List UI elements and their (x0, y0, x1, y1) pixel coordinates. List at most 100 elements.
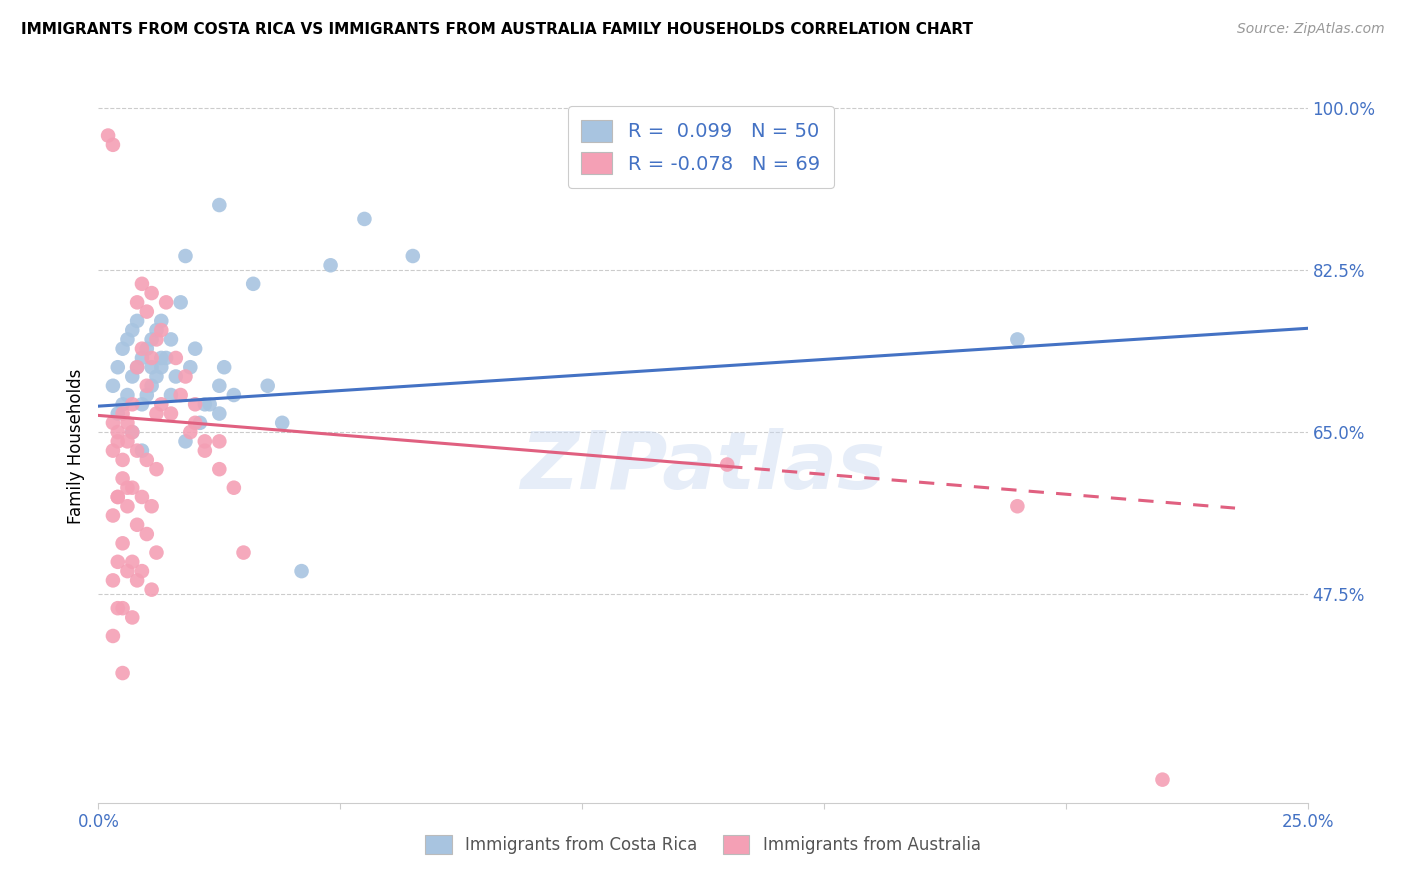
Point (101, 443, 124, 458)
Point (111, 453, 134, 467)
Point (101, 378, 124, 392)
Point (1007, 333, 1029, 347)
Point (165, 369, 187, 384)
Point (184, 342, 207, 356)
Point (188, 416, 211, 430)
Point (353, 211, 375, 226)
Point (179, 360, 201, 375)
Point (101, 137, 124, 152)
Point (135, 342, 157, 356)
Point (107, 490, 129, 504)
Point (208, 434, 231, 449)
Point (222, 481, 245, 495)
Point (111, 407, 134, 421)
Point (145, 369, 167, 384)
Point (145, 407, 167, 421)
Point (145, 333, 167, 347)
Point (150, 397, 173, 411)
Point (271, 416, 294, 430)
Point (155, 351, 177, 365)
Point (141, 500, 163, 514)
Point (198, 397, 221, 411)
Point (111, 536, 134, 550)
Point (155, 295, 177, 310)
Point (117, 500, 139, 514)
Point (256, 378, 278, 392)
Point (107, 490, 129, 504)
Point (131, 490, 153, 504)
Point (117, 434, 139, 449)
Point (160, 388, 183, 402)
Point (169, 295, 191, 310)
Text: Source: ZipAtlas.com: Source: ZipAtlas.com (1237, 22, 1385, 37)
Point (402, 249, 425, 263)
Point (208, 462, 231, 476)
Point (121, 610, 143, 624)
Y-axis label: Family Households: Family Households (66, 368, 84, 524)
Point (141, 351, 163, 365)
Point (208, 378, 231, 392)
Point (121, 481, 143, 495)
Point (107, 555, 129, 569)
Point (131, 397, 153, 411)
Point (716, 458, 738, 472)
Point (127, 295, 149, 310)
Point (101, 508, 124, 523)
Point (290, 564, 312, 578)
Point (107, 425, 129, 439)
Point (101, 629, 124, 643)
Point (131, 277, 153, 291)
Point (111, 471, 134, 485)
Point (174, 434, 197, 449)
Point (150, 314, 173, 328)
Point (131, 342, 153, 356)
Point (179, 425, 201, 439)
Point (135, 388, 157, 402)
Point (145, 323, 167, 337)
Point (127, 517, 149, 532)
Point (127, 443, 149, 458)
Point (107, 360, 129, 375)
Point (145, 545, 167, 559)
Point (121, 323, 143, 337)
Point (174, 369, 197, 384)
Point (121, 555, 143, 569)
Point (135, 527, 157, 541)
Text: ZIPatlas: ZIPatlas (520, 428, 886, 507)
Point (117, 564, 139, 578)
Text: IMMIGRANTS FROM COSTA RICA VS IMMIGRANTS FROM AUSTRALIA FAMILY HOUSEHOLDS CORREL: IMMIGRANTS FROM COSTA RICA VS IMMIGRANTS… (21, 22, 973, 37)
Point (127, 574, 149, 588)
Point (141, 286, 163, 301)
Point (107, 434, 129, 449)
Point (121, 425, 143, 439)
Point (135, 304, 157, 318)
Point (135, 378, 157, 392)
Point (131, 443, 153, 458)
Point (169, 388, 191, 402)
Point (97, 128, 120, 143)
Point (165, 351, 187, 365)
Point (141, 582, 163, 597)
Point (212, 360, 235, 375)
Point (319, 258, 342, 272)
Point (131, 351, 153, 365)
Point (127, 360, 149, 375)
Point (135, 453, 157, 467)
Point (141, 378, 163, 392)
Point (141, 333, 163, 347)
Point (101, 416, 124, 430)
Point (121, 369, 143, 384)
Point (101, 574, 124, 588)
Point (121, 397, 143, 411)
Point (184, 416, 207, 430)
Point (1152, 772, 1174, 787)
Point (111, 397, 134, 411)
Legend: Immigrants from Costa Rica, Immigrants from Australia: Immigrants from Costa Rica, Immigrants f… (418, 826, 988, 863)
Point (174, 249, 197, 263)
Point (127, 360, 149, 375)
Point (194, 443, 217, 458)
Point (141, 360, 163, 375)
Point (127, 314, 149, 328)
Point (111, 601, 134, 615)
Point (107, 407, 129, 421)
